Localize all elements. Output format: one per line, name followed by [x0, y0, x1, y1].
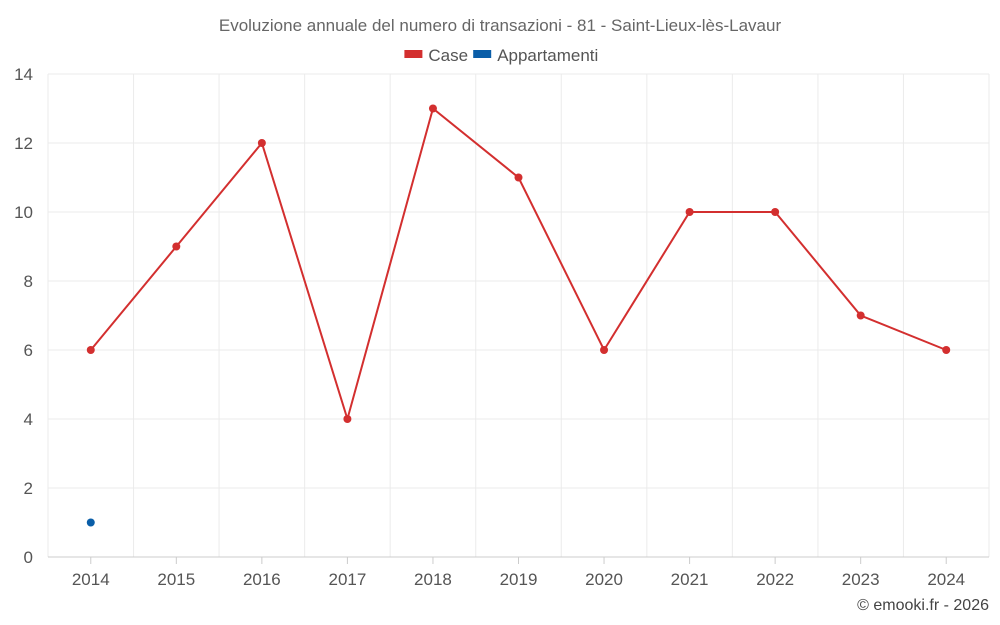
y-tick-label: 10	[14, 203, 33, 222]
x-tick-label: 2019	[500, 570, 538, 589]
x-tick-label: 2016	[243, 570, 281, 589]
data-point[interactable]	[600, 346, 609, 354]
y-axis: 0 2 4 6 8 10 12 14	[14, 65, 33, 567]
data-point[interactable]	[86, 518, 95, 527]
legend-label: Case	[428, 46, 468, 65]
legend-swatch	[404, 50, 423, 58]
x-tick-label: 2017	[328, 570, 366, 589]
x-tick-label: 2024	[927, 570, 965, 589]
legend-label: Appartamenti	[497, 46, 598, 65]
data-point[interactable]	[428, 104, 437, 113]
data-point[interactable]	[343, 415, 352, 423]
data-point[interactable]	[856, 311, 865, 320]
x-tick-label: 2022	[756, 570, 794, 589]
y-tick-label: 8	[24, 272, 33, 291]
series-0	[86, 104, 951, 423]
x-tick-label: 2015	[157, 570, 195, 589]
x-tick-label: 2021	[671, 570, 709, 589]
x-tick-label: 2023	[842, 570, 880, 589]
y-tick-label: 12	[14, 134, 33, 153]
data-point[interactable]	[257, 139, 266, 147]
grid	[47, 73, 990, 558]
x-axis: 2014 2015 2016 2017 2018 2019 2020 2021 2022 2023…	[48, 556, 989, 589]
chart-title: Evoluzione annuale del numero di transaz…	[219, 16, 782, 35]
legend: Case Appartamenti	[404, 46, 598, 65]
legend-item[interactable]: Appartamenti	[473, 46, 598, 65]
credit-text: © emooki.fr - 2026	[857, 597, 989, 614]
data-point[interactable]	[685, 208, 694, 216]
y-tick-label: 14	[14, 65, 33, 84]
series-1	[86, 518, 95, 527]
y-tick-label: 0	[24, 548, 33, 567]
y-tick-label: 6	[24, 341, 33, 360]
legend-item[interactable]: Case	[404, 46, 468, 65]
x-tick-label: 2020	[585, 570, 623, 589]
y-tick-label: 2	[24, 479, 33, 498]
x-tick-label: 2018	[414, 570, 452, 589]
series	[86, 104, 951, 527]
legend-swatch	[473, 50, 492, 58]
data-point[interactable]	[771, 208, 780, 216]
data-point[interactable]	[942, 346, 951, 354]
data-point[interactable]	[172, 242, 181, 251]
y-tick-label: 4	[24, 410, 33, 429]
x-tick-label: 2014	[72, 570, 110, 589]
data-point[interactable]	[514, 173, 523, 182]
data-point[interactable]	[86, 346, 95, 354]
